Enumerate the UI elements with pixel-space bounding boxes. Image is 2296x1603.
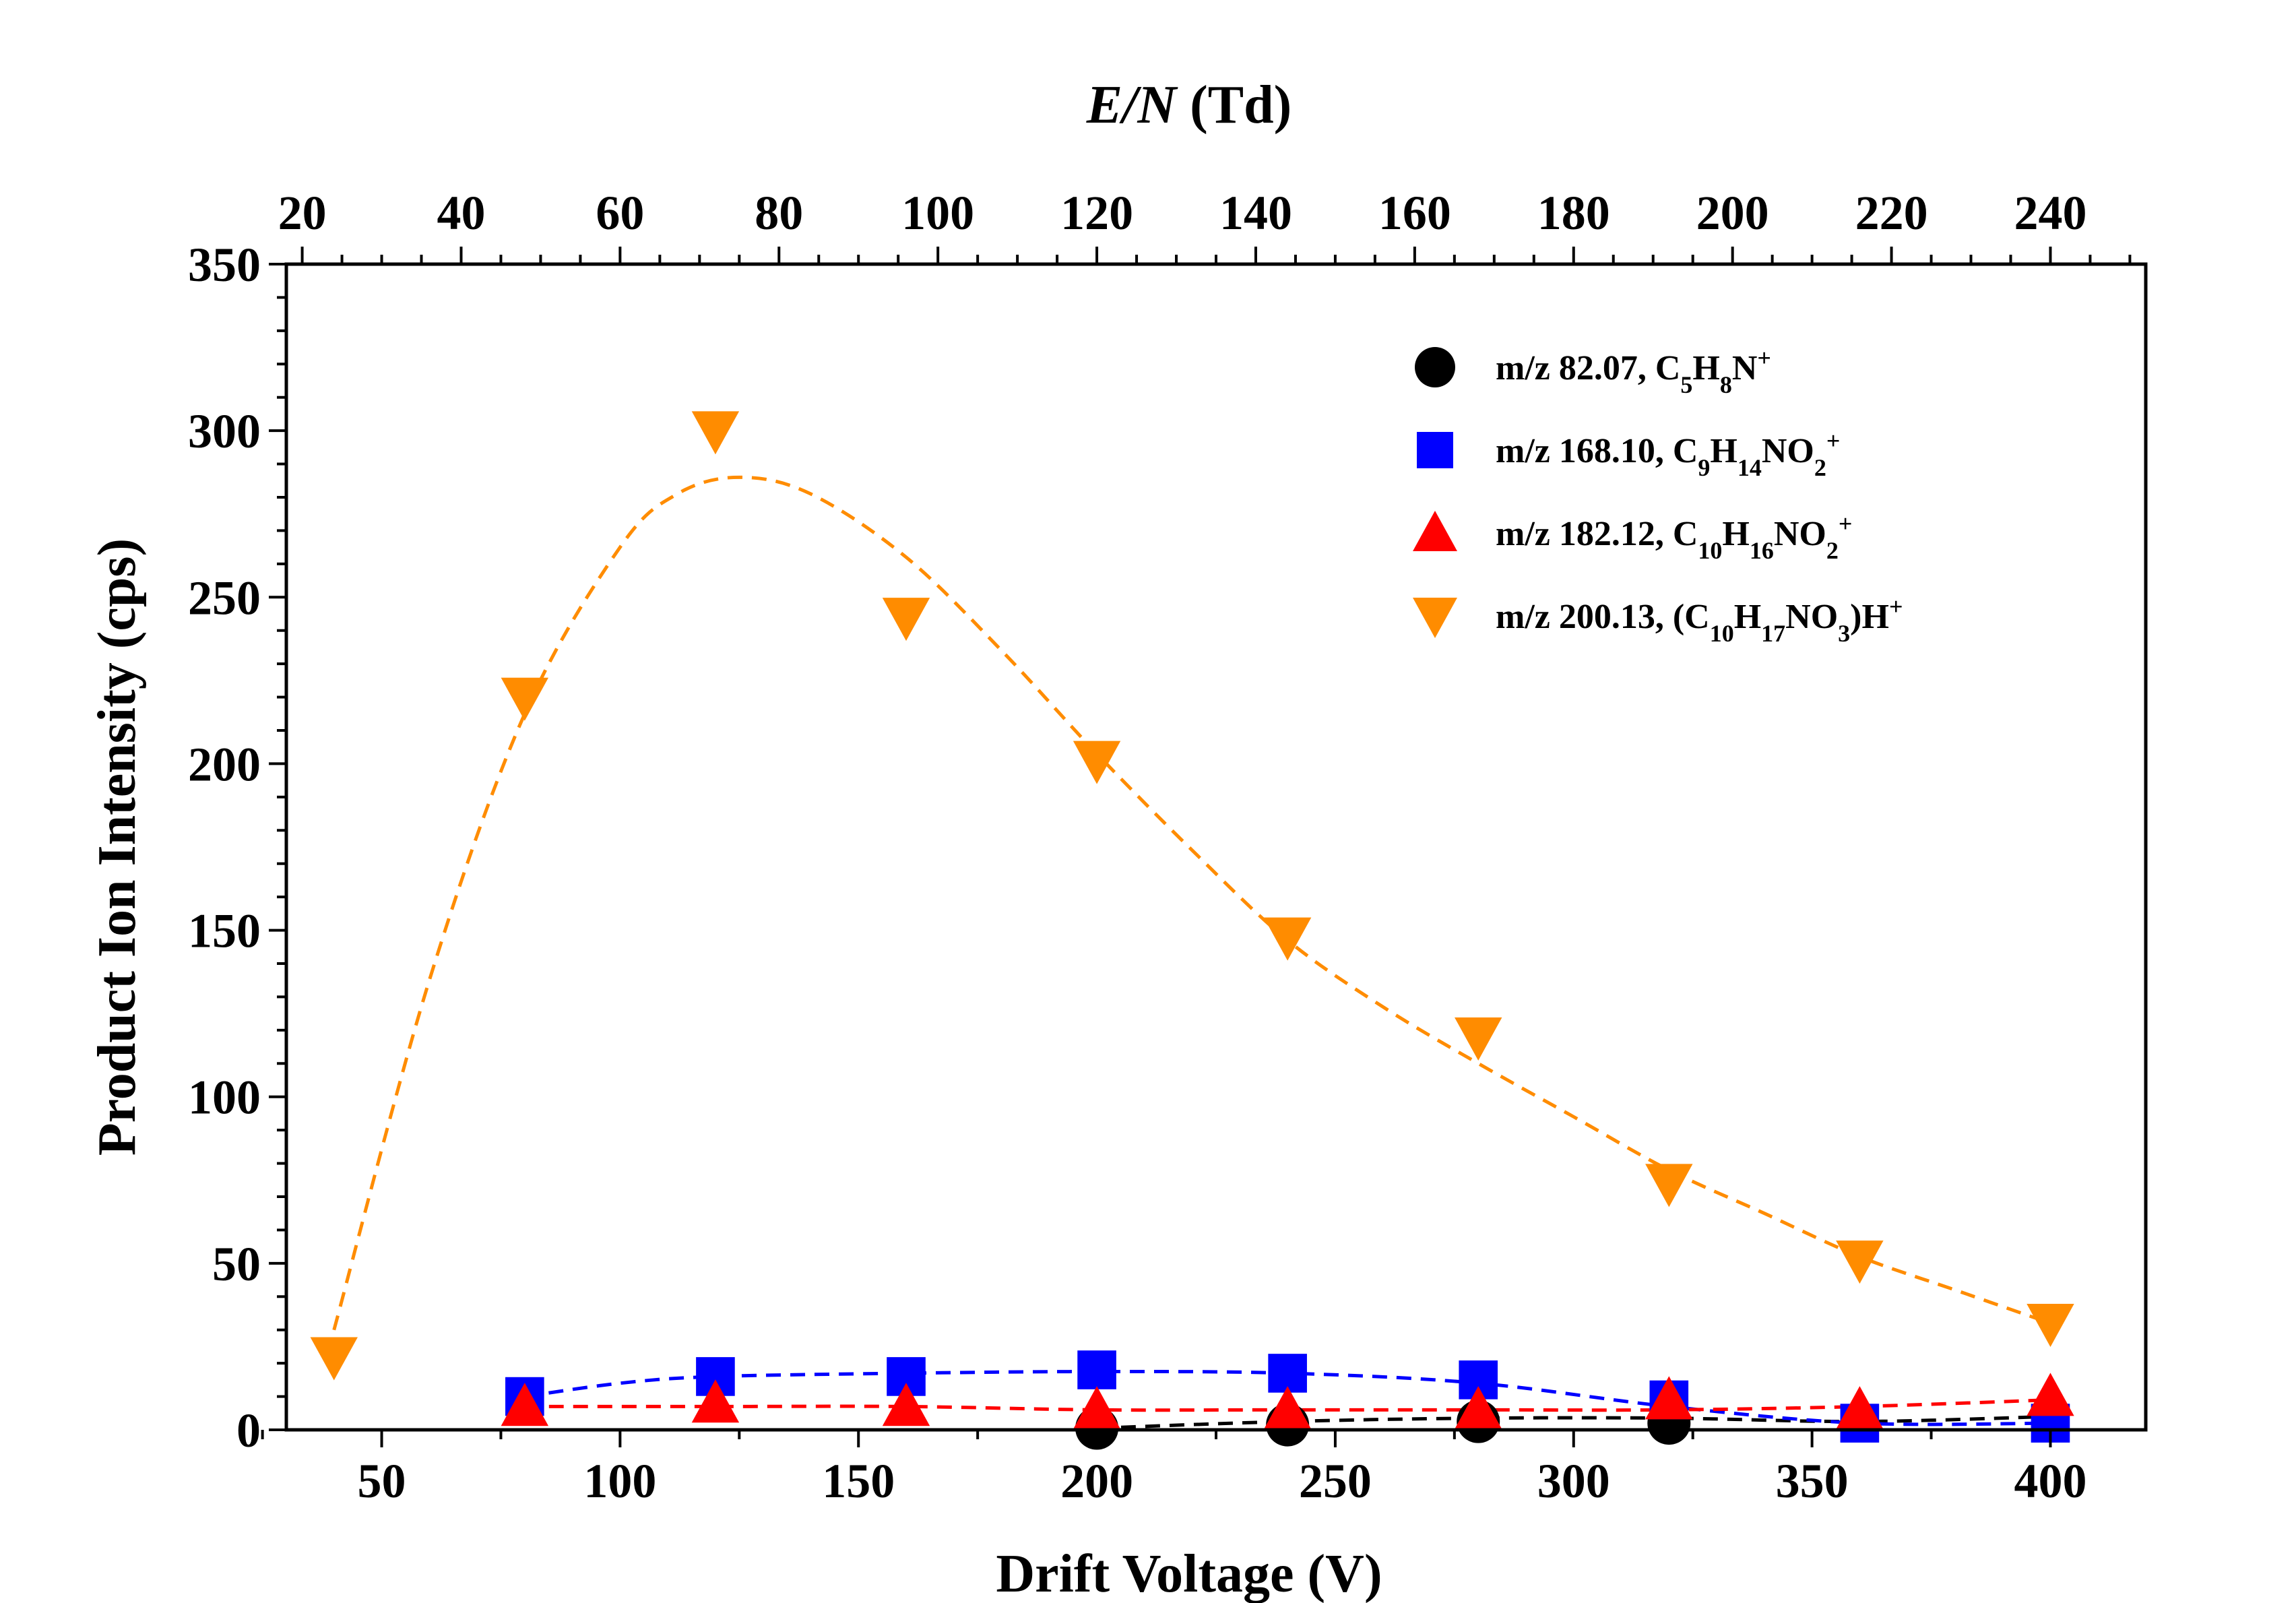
legend-label: m/z 168.10, C9H14NO2+ xyxy=(1496,427,1840,481)
legend-marker xyxy=(1415,347,1455,387)
data-point xyxy=(1263,1386,1312,1430)
y-axis: 0 50 100 150 200 250 300 350 xyxy=(188,238,286,1457)
data-point xyxy=(1836,1386,1884,1430)
x-tick-label: 250 xyxy=(1299,1454,1372,1508)
top-tick-label: 220 xyxy=(1855,186,1928,240)
data-point xyxy=(1073,1386,1121,1430)
data-markers xyxy=(310,411,2074,1450)
x-tick-label: 350 xyxy=(1776,1454,1849,1508)
top-tick-label: 40 xyxy=(437,186,485,240)
data-point xyxy=(882,1383,930,1426)
legend: m/z 82.07, C5H8N+ m/z 168.10, C9H14NO2+ m/… xyxy=(1413,344,1903,647)
y-tick-label: 150 xyxy=(188,904,261,958)
x-tick-label: 400 xyxy=(2014,1454,2086,1508)
x-tick-label: 50 xyxy=(358,1454,406,1508)
data-point xyxy=(310,1337,358,1381)
top-tick-label: 140 xyxy=(1219,186,1292,240)
data-point xyxy=(882,598,930,641)
top-tick-label: 180 xyxy=(1537,186,1610,240)
top-tick-label: 20 xyxy=(278,186,327,240)
data-point xyxy=(691,1379,740,1423)
y-tick-label: 250 xyxy=(188,571,261,625)
top-tick-label: 80 xyxy=(755,186,803,240)
x-axis: 50 100 150 200 250 300 350 400 xyxy=(261,1430,2086,1508)
y-tick-label: 50 xyxy=(212,1237,261,1291)
legend-marker xyxy=(1417,432,1453,468)
x-tick-label: 150 xyxy=(822,1454,895,1508)
fit-curve-2 xyxy=(524,1369,2051,1426)
legend-label: m/z 200.13, (C10H17NO3)H+ xyxy=(1496,593,1903,647)
legend-label: m/z 182.12, C10H16NO2+ xyxy=(1496,510,1852,564)
data-point xyxy=(1645,1376,1693,1420)
top-tick-label: 120 xyxy=(1060,186,1133,240)
top-tick-label: 240 xyxy=(2014,186,2086,240)
data-point xyxy=(501,677,549,721)
top-tick-label: 100 xyxy=(901,186,974,240)
x-tick-label: 300 xyxy=(1537,1454,1610,1508)
data-point xyxy=(1077,1350,1116,1389)
x-tick-label: 200 xyxy=(1060,1454,1133,1508)
data-point xyxy=(691,411,740,455)
top-axis-title: E/N (Td) xyxy=(1086,75,1292,135)
top-tick-label: 60 xyxy=(596,186,644,240)
data-point xyxy=(2027,1373,2074,1416)
data-point xyxy=(1455,1386,1502,1430)
y-axis-title: Product Ion Intensity (cps) xyxy=(88,538,147,1156)
fit-curve-1 xyxy=(1096,1414,2051,1431)
y-tick-label: 300 xyxy=(188,404,261,458)
y-tick-label: 350 xyxy=(188,238,261,292)
top-tick-label: 160 xyxy=(1378,186,1451,240)
data-point xyxy=(1455,1017,1502,1061)
y-tick-label: 0 xyxy=(236,1404,261,1457)
data-point xyxy=(501,1383,549,1426)
data-point xyxy=(1645,1164,1693,1207)
data-point xyxy=(2027,1304,2074,1348)
legend-marker xyxy=(1413,511,1457,551)
y-tick-label: 100 xyxy=(188,1071,261,1125)
y-tick-label: 200 xyxy=(188,737,261,791)
top-tick-label: 200 xyxy=(1696,186,1769,240)
top-axis: 20 40 60 80 100 120 140 160 180 200 220 240 xyxy=(278,186,2132,264)
legend-marker xyxy=(1413,598,1457,638)
data-point xyxy=(1263,917,1312,961)
data-point xyxy=(1836,1240,1884,1284)
x-tick-label: 100 xyxy=(583,1454,656,1508)
x-axis-title: Drift Voltage (V) xyxy=(996,1544,1382,1603)
data-point xyxy=(1073,741,1121,784)
legend-label: m/z 82.07, C5H8N+ xyxy=(1496,344,1771,398)
